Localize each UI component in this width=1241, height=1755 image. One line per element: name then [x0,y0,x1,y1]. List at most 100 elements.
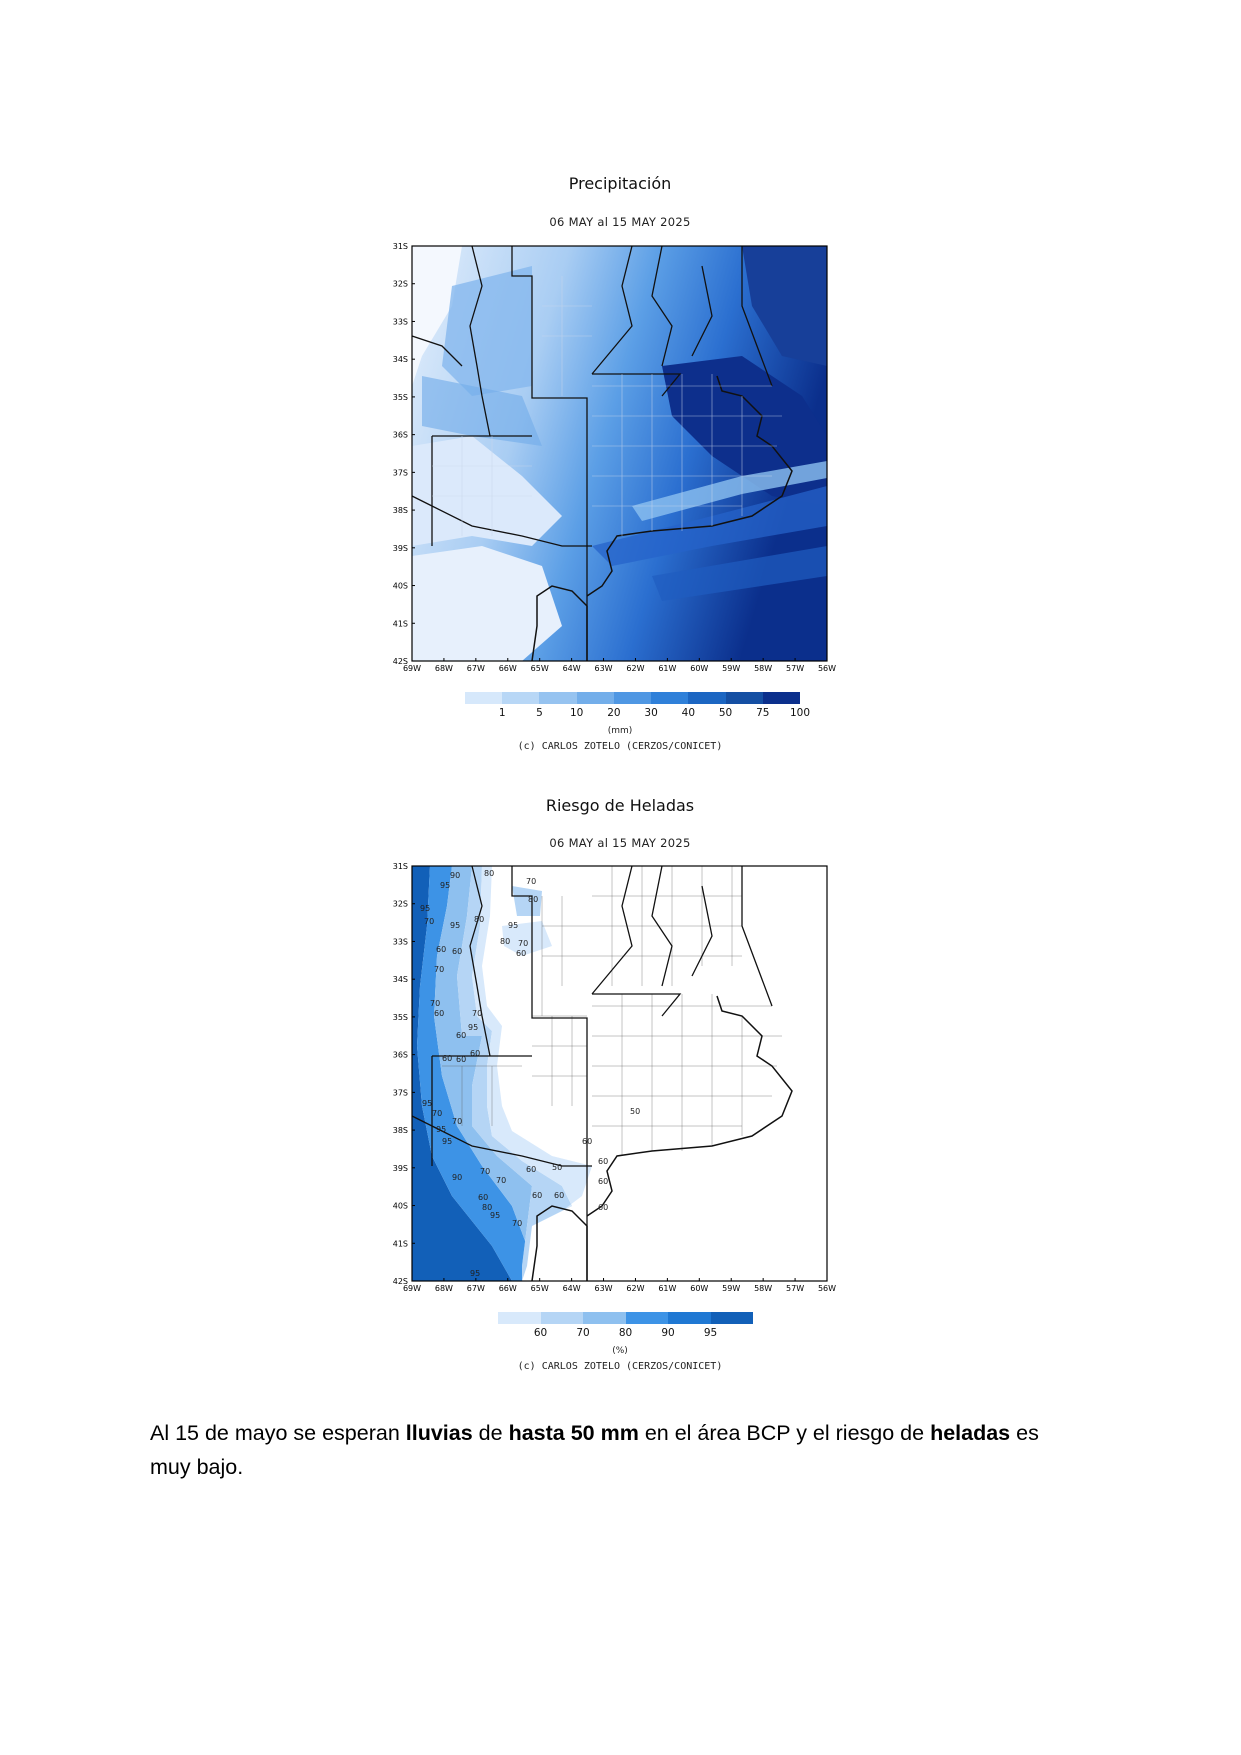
precip-low-zone-west [412,246,462,386]
colorbar-tick-label: 40 [681,707,696,719]
province-borders [411,245,773,661]
lon-tick-label: 59W [722,1284,740,1293]
precip-low-zone-south [412,546,562,661]
frost-risk-map: 90 80 95 95 70 95 60 60 70 80 95 80 70 6… [393,862,836,1293]
frost-zone-north-70 [512,886,542,916]
contour-labels: 90 80 95 95 70 95 60 60 70 80 95 80 70 6… [420,869,640,1278]
colorbar-labels: 60 70 80 90 95 [498,1327,753,1341]
contour-label: 70 [512,1219,522,1228]
lat-tick-label: 42S [393,1277,408,1286]
colorbar-tick-label: 1 [498,707,506,719]
contour-label: 80 [482,1203,492,1212]
coastline [531,375,793,662]
contour-label: 90 [452,1173,462,1182]
lon-tick-label: 60W [690,664,708,673]
colorbar-tick-label: 75 [756,707,770,719]
lon-tick-label: 67W [467,664,485,673]
contour-label: 95 [440,881,450,890]
contour-label: 95 [436,1125,446,1134]
lon-tick-label: 64W [563,664,581,673]
lon-tick-label: 57W [786,664,804,673]
lon-tick-label: 64W [563,1284,581,1293]
lon-tick-label: 68W [435,664,453,673]
lat-axis-labels: 31S 32S 33S 34S 35S 36S 37S 38S 39S 40S 41S 42S [393,242,415,666]
lon-tick-label: 58W [754,664,772,673]
summary-text: es muy bajo. [150,1420,1039,1479]
contour-label: 60 [470,1049,480,1058]
lon-tick-label: 65W [531,664,549,673]
map-subtitle: 06 MAY al 15 MAY 2025 [549,215,691,229]
summary-text: de [472,1420,509,1445]
lon-tick-label: 61W [658,1284,676,1293]
lat-tick-label: 33S [393,317,408,326]
colorbar-segment [502,692,540,704]
colorbar-segment [688,692,726,704]
precipitation-colorbar [465,692,800,704]
precip-low-zone-southwest [412,436,562,546]
lon-tick-label: 60W [690,1284,708,1293]
lat-tick-label: 38S [393,506,408,515]
contour-label: 80 [500,937,510,946]
lat-tick-label: 35S [393,393,408,402]
lon-tick-label: 56W [818,664,836,673]
colorbar-tick-label: 5 [536,707,543,719]
colorbar-tick-label: 10 [569,707,584,719]
lat-tick-label: 40S [393,1202,408,1211]
unit-label: (%) [612,1346,628,1356]
summary-paragraph: Al 15 de mayo se esperan lluvias de hast… [150,1416,1080,1484]
contour-label: 60 [456,1031,466,1040]
contour-label: 60 [442,1054,452,1063]
precipitation-map: 31S 32S 33S 34S 35S 36S 37S 38S 39S 40S 41S 42S 69W… [393,242,836,673]
colorbar-segment [583,1312,626,1324]
lon-tick-label: 58W [754,1284,772,1293]
colorbar-tick-label: 60 [533,1327,548,1339]
contour-label: 80 [484,869,494,878]
lat-tick-label: 36S [393,431,408,440]
contour-label: 90 [450,871,460,880]
summary-text: Al 15 de mayo se esperan [150,1420,406,1445]
colorbar-labels: 1 5 10 20 30 40 50 75 100 [465,707,810,721]
lon-tick-label: 69W [403,664,421,673]
contour-label: 60 [598,1157,608,1166]
lat-tick-label: 31S [393,242,408,251]
contour-label: 50 [552,1163,562,1172]
contour-label: 95 [450,921,460,930]
colorbar-tick-label: 100 [789,707,811,719]
lat-tick-label: 42S [393,657,408,666]
lat-tick-label: 35S [393,1013,408,1022]
contour-label: 70 [496,1176,506,1185]
contour-label: 80 [474,915,484,924]
summary-bold: hasta 50 mm [508,1420,639,1445]
colorbar-segment [668,1312,711,1324]
map-title: Riesgo de Heladas [545,796,695,815]
lat-tick-label: 41S [393,1239,408,1248]
lon-axis-labels: 69W 68W 67W 66W 65W 64W 63W 62W 61W 60W 59W 58W 57W 5… [403,1278,836,1293]
colorbar-segment [725,692,763,704]
lon-tick-label: 63W [594,664,612,673]
colorbar-segment [539,692,577,704]
lon-tick-label: 57W [786,1284,804,1293]
lat-tick-label: 36S [393,1051,408,1060]
frost-zone-60 [472,866,592,1211]
lat-tick-label: 38S [393,1126,408,1135]
contour-label: 95 [468,1023,478,1032]
contour-label: 60 [434,1009,444,1018]
province-borders [411,865,773,1281]
colorbar-segment [540,1312,583,1324]
frost-zone-70 [457,866,572,1281]
colorbar-tick-label: 20 [607,707,621,719]
map-frame [411,865,828,1282]
contour-label: 60 [526,1165,536,1174]
lat-tick-label: 33S [393,937,408,946]
contour-label: 60 [532,1191,542,1200]
colorbar-segment [625,1312,668,1324]
frost-risk-figure: Riesgo de Heladas 06 MAY al 15 MAY 2025 [380,790,860,1380]
contour-label: 60 [598,1203,608,1212]
department-borders [442,866,782,1156]
contour-label: 70 [480,1167,490,1176]
contour-label: 60 [436,945,446,954]
contour-label: 70 [452,1117,462,1126]
frost-risk-colorbar [498,1312,753,1324]
lat-tick-label: 40S [393,582,408,591]
contour-label: 95 [420,904,430,913]
